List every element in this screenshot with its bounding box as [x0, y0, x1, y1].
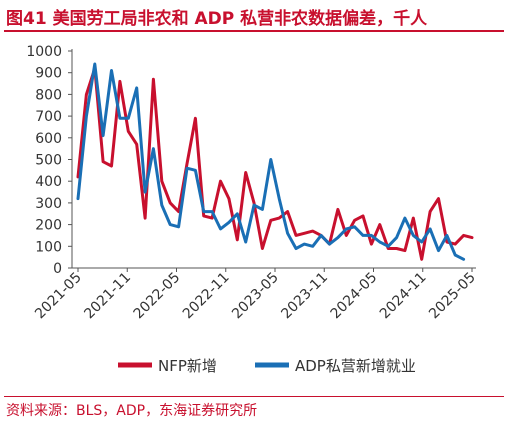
x-tick-label: 2024-05 [328, 270, 381, 323]
y-tick-label: 400 [35, 174, 62, 190]
x-tick-label: 2024-11 [377, 270, 430, 323]
source-note: 资料来源：BLS，ADP，东海证券研究所 [6, 403, 258, 419]
y-tick-label: 100 [35, 239, 62, 255]
x-tick-label: 2023-11 [278, 270, 331, 323]
series-line-1 [76, 66, 474, 261]
y-tick-label: 0 [53, 261, 62, 277]
chart-axes: 010020030040050060070080090010002021-052… [26, 44, 478, 322]
chart-title: 图41 美国劳工局非农和 ADP 私营非农数据偏差，千人 [6, 9, 428, 29]
y-tick-label: 300 [35, 196, 62, 212]
x-tick-label: 2022-05 [131, 270, 184, 323]
y-tick-label: 1000 [26, 44, 62, 60]
x-tick-label: 2021-11 [81, 270, 134, 323]
source-divider [4, 396, 504, 397]
legend-label-2: ADP私营新增就业 [295, 357, 416, 375]
chart-legend: NFP新增 ADP私营新增就业 [118, 357, 416, 375]
y-tick-label: 500 [35, 153, 62, 169]
y-tick-label: 600 [35, 131, 62, 147]
y-tick-label: 700 [35, 109, 62, 125]
x-tick-label: 2025-05 [426, 270, 479, 323]
line-chart: 010020030040050060070080090010002021-052… [26, 44, 478, 375]
x-tick-label: 2021-05 [32, 270, 85, 323]
chart-series [76, 62, 474, 261]
x-tick-label: 2022-11 [180, 270, 233, 323]
series-line-2 [76, 62, 466, 261]
x-tick-label: 2023-05 [229, 270, 282, 323]
legend-label-1: NFP新增 [158, 357, 217, 375]
y-tick-label: 900 [35, 66, 62, 82]
y-tick-label: 200 [35, 218, 62, 234]
title-divider [4, 30, 504, 32]
y-tick-label: 800 [35, 87, 62, 103]
